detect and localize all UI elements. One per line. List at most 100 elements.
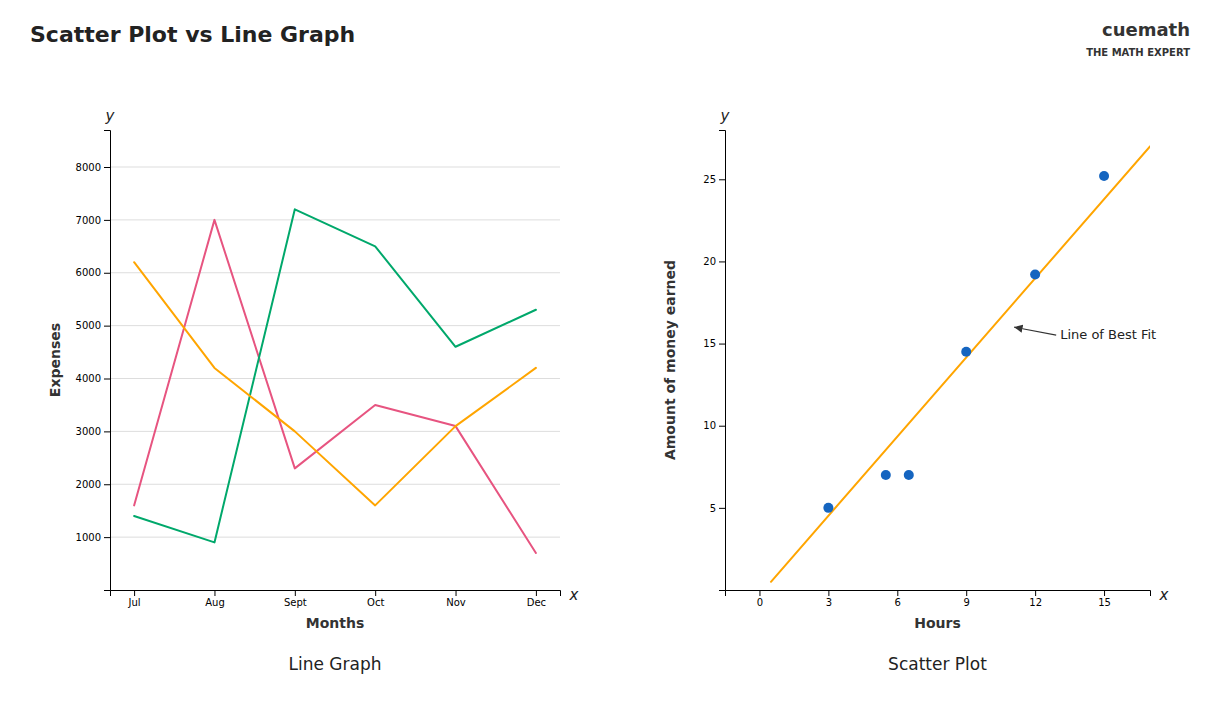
tick-mark <box>104 167 110 168</box>
grid-line <box>110 272 560 273</box>
tick-label: 0 <box>757 597 763 608</box>
tick: 15 <box>1098 590 1111 608</box>
x-axis-title: Months <box>306 615 365 631</box>
tick-label: Aug <box>205 597 225 608</box>
tick-mark <box>104 537 110 538</box>
tick: 12 <box>1029 590 1042 608</box>
tick: 0 <box>757 590 763 608</box>
tick-mark <box>719 508 725 509</box>
tick-mark <box>104 273 110 274</box>
tick: 6000 <box>76 267 110 278</box>
tick: 3000 <box>76 426 110 437</box>
tick-label: 6 <box>895 597 901 608</box>
tick-label: 10 <box>703 420 716 431</box>
tick-mark <box>295 590 296 596</box>
tick-mark <box>104 431 110 432</box>
tick: 2000 <box>76 479 110 490</box>
tick-label: 5000 <box>76 320 101 331</box>
tick: Sept <box>284 590 307 608</box>
tick-mark <box>1104 590 1105 596</box>
tick-label: 5 <box>710 503 716 514</box>
tick: 20 <box>703 256 725 267</box>
tick-label: Nov <box>446 597 466 608</box>
tick-label: 3 <box>826 597 832 608</box>
x-axis-title: Hours <box>914 615 961 631</box>
scatter-point <box>1030 270 1040 280</box>
tick: 3 <box>826 590 832 608</box>
line-series <box>771 146 1150 581</box>
tick-mark <box>897 590 898 596</box>
tick-mark <box>966 590 967 596</box>
x-axis: Jul Aug Sept Oct Nov Dec <box>111 590 561 608</box>
grid-line <box>110 219 560 220</box>
tick-label: 20 <box>703 256 716 267</box>
tick-mark <box>104 379 110 380</box>
tick: Dec <box>527 590 546 608</box>
y-axis-title: Expenses <box>47 323 63 397</box>
axis-symbol: x <box>569 586 579 604</box>
tick: 5 <box>710 503 725 514</box>
axis-symbol: y <box>720 107 731 125</box>
line-series <box>134 209 536 542</box>
annotation-arrow <box>1014 327 1056 335</box>
logo-text: cuemath <box>1102 19 1190 40</box>
panel: 0 3 6 9 12 15 5 10 15 20 25 Hours Amount of money ea… <box>662 107 1169 675</box>
panel: Jul Aug Sept Oct Nov Dec 1000 2000 3000 4000 5000 6… <box>47 107 579 675</box>
logo-text: THE MATH EXPERT <box>1086 47 1190 58</box>
axis-line <box>719 131 726 591</box>
grid-line <box>110 167 560 168</box>
y-axis: 5 10 15 20 25 <box>703 131 725 591</box>
chart-figure: Scatter Plot vs Line Graph cuemath THE MAT… <box>0 0 1220 716</box>
tick: 6 <box>895 590 901 608</box>
tick-label: 4000 <box>76 373 101 384</box>
tick: Aug <box>205 590 225 608</box>
subtitle: Line Graph <box>289 654 382 674</box>
marks <box>771 146 1150 581</box>
axis-line <box>726 591 1151 597</box>
tick-mark <box>456 590 457 596</box>
tick: 4000 <box>76 373 110 384</box>
tick-mark <box>828 590 829 596</box>
scatter-point <box>1099 171 1109 181</box>
title: Scatter Plot vs Line Graph <box>30 22 355 47</box>
tick-mark <box>104 220 110 221</box>
tick: 7000 <box>76 215 110 226</box>
tick-label: Dec <box>527 597 546 608</box>
tick-mark <box>1035 590 1036 596</box>
y-axis: 1000 2000 3000 4000 5000 6000 7000 8000 <box>76 131 111 591</box>
tick: Jul <box>128 590 141 608</box>
line-series <box>134 262 536 505</box>
scatter-point <box>823 503 833 513</box>
axis-symbol: y <box>105 107 116 125</box>
annotation: Line of Best Fit <box>1060 327 1156 342</box>
marks <box>134 209 536 553</box>
tick-label: 3000 <box>76 426 101 437</box>
tick-mark <box>134 590 135 596</box>
tick-label: 1000 <box>76 532 101 543</box>
tick: 8000 <box>76 162 110 173</box>
tick-label: 2000 <box>76 479 101 490</box>
tick-mark <box>719 261 725 262</box>
tick-label: 6000 <box>76 267 101 278</box>
subtitle: Scatter Plot <box>888 654 987 674</box>
tick-label: 25 <box>703 174 716 185</box>
grid-line <box>110 325 560 326</box>
tick-label: 9 <box>964 597 970 608</box>
tick-label: 8000 <box>76 162 101 173</box>
scatter-point <box>881 470 891 480</box>
axis-symbol: x <box>1159 586 1169 604</box>
tick: 10 <box>703 420 725 431</box>
tick: 9 <box>964 590 970 608</box>
y-axis-title: Amount of money earned <box>662 260 678 460</box>
tick-label: 7000 <box>76 215 101 226</box>
scatter-point <box>961 347 971 357</box>
axis-line <box>104 131 111 591</box>
tick-label: 15 <box>703 338 716 349</box>
axis-line <box>111 591 561 597</box>
tick-label: 12 <box>1029 597 1042 608</box>
tick-mark <box>719 426 725 427</box>
tick-mark <box>375 590 376 596</box>
tick: Nov <box>446 590 466 608</box>
tick-label: Oct <box>367 597 384 608</box>
tick: 5000 <box>76 320 110 331</box>
